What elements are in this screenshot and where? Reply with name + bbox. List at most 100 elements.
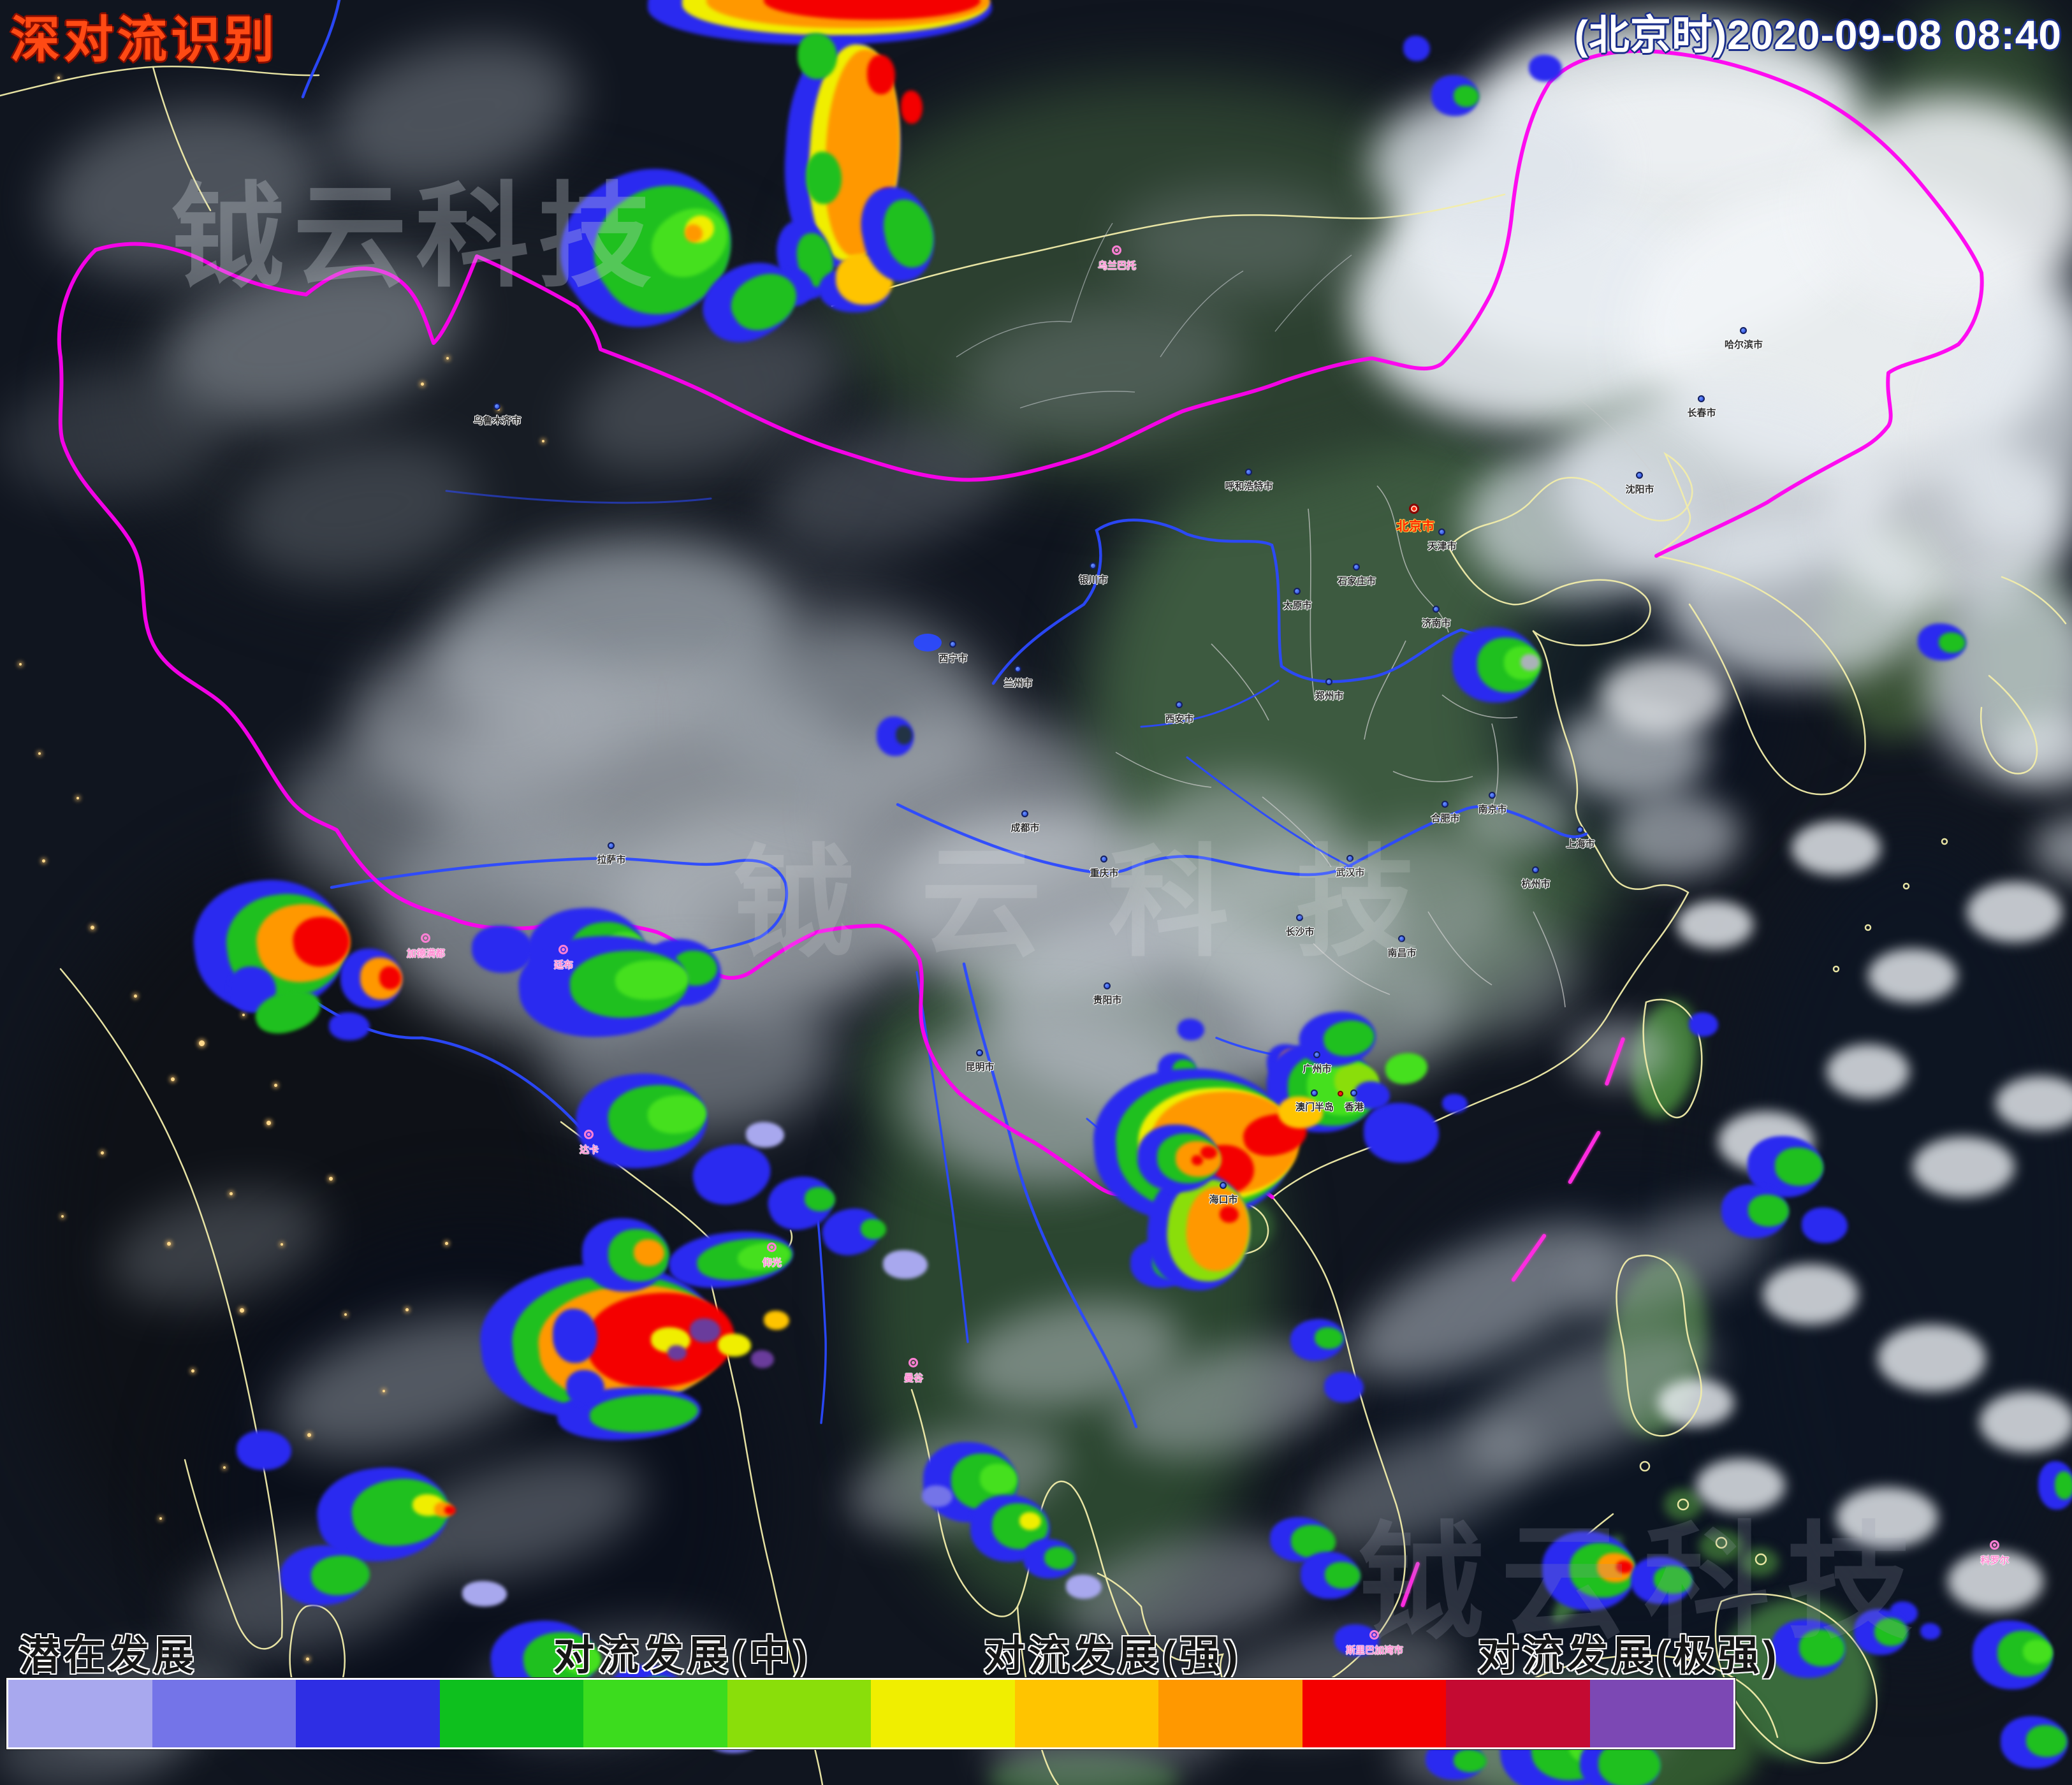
city-light [19, 663, 22, 666]
city-label: 天津市 [1427, 541, 1457, 552]
convection-cell [805, 1187, 835, 1211]
foreign-capital-marker-core [912, 1361, 915, 1364]
city-dot-icon [1090, 562, 1097, 569]
convection-cell [1775, 1148, 1823, 1186]
map-shape [1995, 1075, 2072, 1130]
colorbar-segment [296, 1680, 440, 1747]
aimag-borders [956, 222, 1352, 409]
city-label: 广州市 [1302, 1063, 1332, 1075]
map-shape [1460, 781, 1575, 851]
city-light [266, 1121, 271, 1125]
legend-label-medium: 对流发展(中) [553, 1633, 812, 1679]
foreign-capital-marker-core [770, 1246, 773, 1249]
map-shape [1699, 1530, 1744, 1562]
city-dot-icon [1636, 472, 1643, 479]
city-light [223, 1466, 226, 1469]
colorbar-segment [8, 1680, 152, 1747]
city-label: 上海市 [1566, 838, 1595, 850]
map-shape [1664, 1489, 1702, 1520]
convection-cell [1192, 1155, 1203, 1165]
city-label: 拉萨市 [597, 854, 626, 866]
convection-cell [1529, 55, 1562, 82]
capital-marker-icon [1409, 504, 1419, 514]
city-light [405, 1308, 409, 1311]
convection-cell [1442, 1094, 1468, 1113]
colorbar-segment [871, 1680, 1015, 1747]
colorbar-segment [1302, 1680, 1446, 1747]
city-dot-icon [1577, 826, 1584, 833]
city-dot-icon [1433, 606, 1440, 613]
city-label: 乌鲁木齐市 [473, 415, 522, 426]
city-label: 兰州市 [1003, 678, 1033, 689]
map-shape [1791, 820, 1881, 875]
foreign-capital-marker-core [562, 948, 565, 951]
map-shape [1868, 948, 1957, 1003]
city-dot-icon [1294, 588, 1301, 595]
city-label: 太原市 [1283, 600, 1312, 611]
city-dot-icon [608, 842, 615, 849]
map-shape [1116, 188, 1358, 296]
legend-label-potential: 潜在发展 [19, 1633, 198, 1679]
convection-cell [668, 1345, 687, 1360]
convection-cell [746, 1122, 784, 1148]
convection-cell [798, 33, 837, 79]
convection-cell [1200, 1146, 1217, 1159]
convection-cell [1044, 1547, 1075, 1570]
convection-cell [980, 1464, 1017, 1494]
city-label: 科罗尔 [1980, 1555, 2010, 1566]
map-shape [1390, 915, 1581, 1036]
city-label: 武汉市 [1336, 867, 1365, 878]
city-label: 澳门半岛 [1295, 1102, 1334, 1113]
convection-cell [1654, 1566, 1692, 1594]
city-dot-icon [949, 641, 956, 648]
city-light [281, 1243, 283, 1246]
city-dot-icon [1296, 914, 1303, 921]
map-shape [1827, 1044, 1909, 1098]
city-dot-icon [1245, 469, 1252, 476]
city-dot-icon [1438, 528, 1445, 536]
city-label: 加德满都 [406, 948, 446, 959]
colorbar-segment [1446, 1680, 1590, 1747]
map-shape [1658, 1378, 1734, 1427]
convection-cell [1354, 1081, 1390, 1109]
city-label: 银川市 [1079, 574, 1108, 586]
city-dot-icon [1325, 678, 1332, 685]
convection-cell [896, 725, 912, 745]
city-label: 哈尔滨市 [1724, 339, 1763, 351]
legend-label-very-strong: 对流发展(极强) [1478, 1633, 1781, 1679]
convection-cell [690, 1318, 720, 1343]
convection-cell [901, 91, 923, 124]
map-shape [1677, 900, 1753, 949]
city-light [329, 1177, 333, 1181]
convection-cell [1314, 1327, 1343, 1349]
city-label: 济南市 [1422, 618, 1451, 629]
city-dot-icon [976, 1049, 983, 1056]
city-light [77, 797, 79, 799]
timestamp: (北京时)2020-09-08 08:40 [1574, 12, 2062, 58]
city-light [159, 1517, 162, 1520]
city-label: 北京市 [1396, 520, 1434, 534]
city-light [306, 1657, 309, 1661]
map-shape [1466, 446, 1696, 599]
convection-cell [861, 1219, 886, 1239]
colorbar-segment [583, 1680, 727, 1747]
convection-cell [634, 1239, 664, 1266]
city-light [421, 382, 424, 386]
convection-cell [237, 1431, 291, 1470]
convection-cell [553, 1308, 597, 1363]
city-label: 重庆市 [1090, 868, 1119, 879]
city-label: 沈阳市 [1625, 484, 1654, 495]
convection-cell [922, 1485, 952, 1507]
sar-red-dot-icon [1338, 1091, 1343, 1096]
city-dot-icon [1698, 395, 1705, 402]
convection-cell [1939, 632, 1966, 653]
convection-cell [562, 1645, 601, 1674]
convection-cell [1178, 1019, 1204, 1040]
city-label: 长沙市 [1285, 926, 1315, 938]
map-shape [1740, 1547, 1779, 1577]
city-label: 西安市 [1165, 713, 1194, 725]
convection-cell [2026, 1725, 2067, 1757]
map-shape [1913, 1136, 2015, 1197]
